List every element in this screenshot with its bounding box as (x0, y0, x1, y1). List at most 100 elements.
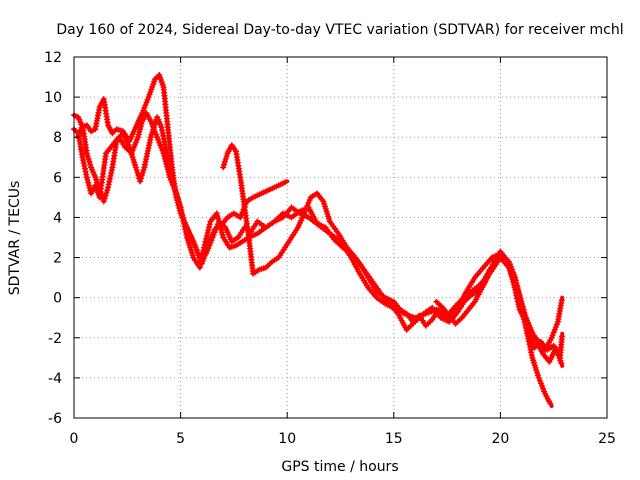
data-point (302, 207, 309, 214)
data-point (103, 190, 110, 196)
data-point (205, 227, 212, 234)
data-point (132, 139, 139, 146)
data-point (547, 400, 554, 407)
data-point (221, 158, 228, 165)
data-point (107, 172, 114, 179)
data-point (149, 123, 156, 130)
data-point (552, 324, 559, 331)
x-tick-label: 20 (491, 431, 509, 447)
data-point (203, 232, 210, 239)
data-point (515, 303, 522, 310)
data-point (205, 242, 212, 249)
data-point (219, 231, 226, 238)
y-tick-label: 6 (53, 170, 62, 186)
data-point (558, 297, 565, 304)
data-point (505, 262, 512, 269)
data-point (80, 160, 87, 166)
data-point (202, 238, 209, 245)
data-point (195, 252, 202, 259)
data-point (204, 230, 211, 236)
y-tick-label: 12 (44, 50, 62, 66)
data-point (223, 153, 230, 160)
data-point (162, 155, 168, 162)
data-point (506, 264, 513, 271)
data-point (172, 187, 179, 194)
y-tick-label: 10 (44, 90, 62, 106)
series-line (434, 249, 565, 352)
data-point (215, 215, 222, 222)
data-point (169, 179, 176, 186)
data-point (206, 221, 213, 228)
data-point (174, 195, 181, 202)
data-point (210, 229, 217, 236)
plot-frame (73, 56, 608, 419)
data-point (155, 136, 162, 143)
data-point (193, 247, 200, 254)
x-tick-label: 25 (598, 431, 616, 447)
data-point (140, 167, 147, 174)
data-point (503, 256, 510, 263)
y-tick-label: -4 (48, 371, 62, 387)
y-tick-label: -6 (48, 411, 62, 427)
data-point (487, 266, 494, 273)
chart-title: Day 160 of 2024, Sidereal Day-to-day VTE… (56, 22, 623, 38)
data-point (162, 158, 169, 165)
y-tick-label: 2 (53, 251, 62, 267)
data-point (203, 235, 210, 242)
data-point (177, 206, 184, 213)
data-point (168, 177, 174, 183)
series-line (76, 115, 565, 368)
data-point (553, 321, 560, 328)
data-point (164, 163, 171, 170)
y-tick-label: 0 (53, 291, 62, 307)
x-tick-label: 0 (70, 431, 79, 447)
y-tick-label: 8 (53, 130, 62, 146)
data-point (306, 197, 313, 204)
data-point (303, 205, 310, 212)
data-point (535, 374, 542, 381)
series-track-5 (433, 248, 565, 353)
data-point (206, 224, 212, 231)
data-point (87, 161, 94, 168)
data-point (128, 150, 135, 157)
data-point (539, 382, 545, 389)
data-point (157, 142, 164, 149)
data-point (176, 203, 183, 210)
data-point (153, 131, 160, 138)
data-point (134, 169, 141, 176)
data-point (484, 274, 491, 281)
data-point (84, 177, 91, 183)
data-point (84, 153, 91, 160)
data-point (160, 135, 167, 142)
data-point (185, 227, 192, 234)
x-axis-label: GPS time / hours (281, 459, 398, 475)
data-point (85, 179, 92, 186)
data-point (304, 202, 311, 209)
data-point (86, 158, 93, 165)
data-point (551, 326, 558, 333)
data-point (135, 134, 141, 141)
data-point (238, 211, 245, 218)
data-point (504, 259, 511, 266)
data-point (137, 175, 144, 182)
data-point (83, 174, 90, 181)
data-point (220, 164, 227, 171)
axis-ticks: 0 5 10 15 20 25 -6 -4 -2 0 2 4 6 8 10 12 (44, 50, 616, 447)
y-axis-label: SDTVAR / TECUs (7, 181, 23, 296)
data-point (488, 263, 495, 270)
data-point (507, 267, 513, 274)
data-point (179, 214, 186, 221)
data-point (154, 134, 161, 141)
data-point (165, 169, 172, 175)
data-point (559, 333, 565, 340)
data-point (175, 198, 182, 205)
y-tick-label: 4 (53, 210, 62, 226)
data-point (159, 147, 166, 154)
data-point (173, 190, 180, 197)
series-track-2 (75, 114, 565, 368)
data-point (129, 147, 136, 154)
data-point (514, 295, 520, 302)
x-tick-label: 5 (176, 431, 185, 447)
data-point (140, 107, 147, 114)
